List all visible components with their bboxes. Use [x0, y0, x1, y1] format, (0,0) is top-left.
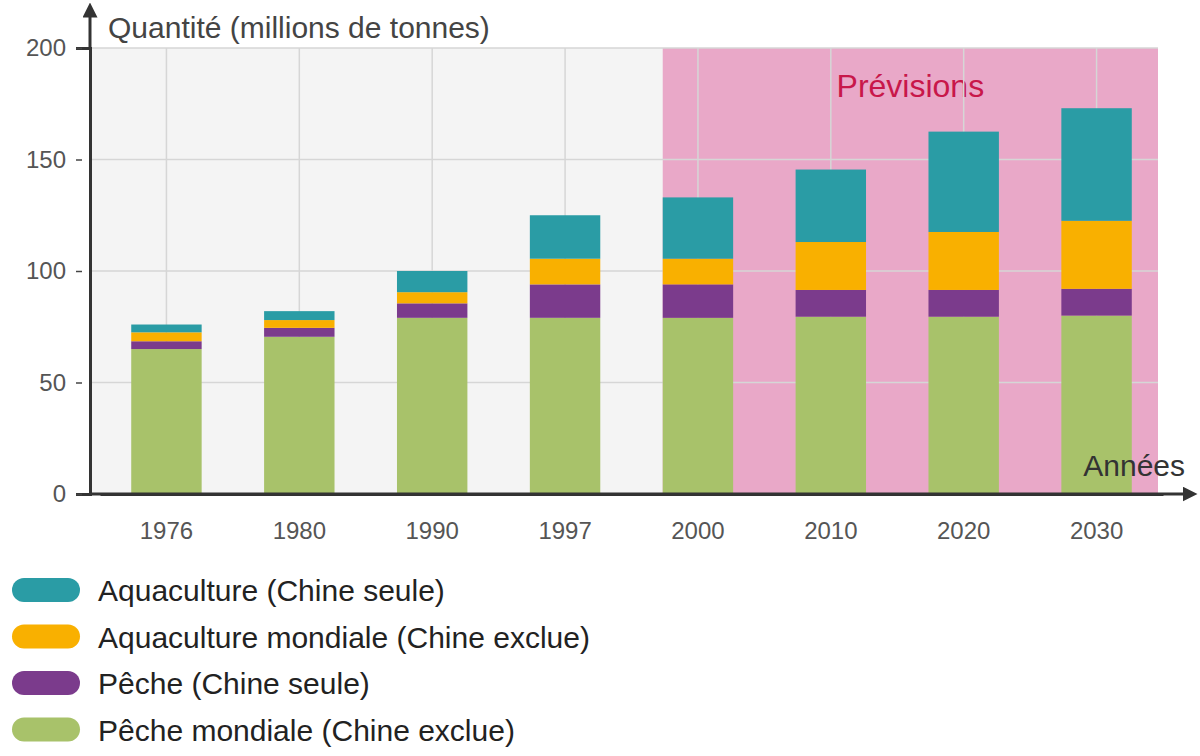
y-tick-mark	[76, 382, 82, 384]
y-tick: 100	[26, 257, 82, 284]
x-tick: 1990	[405, 494, 458, 544]
x-tick-label: 2010	[804, 517, 857, 544]
y-tick-label: 150	[26, 146, 66, 173]
bar-segment	[397, 292, 467, 303]
bar-segment	[397, 271, 467, 292]
y-tick-mark	[76, 48, 82, 50]
y-tick-mark	[76, 271, 82, 273]
y-axis: 0 50 100 150 200	[26, 34, 91, 507]
bar-segment	[530, 215, 600, 258]
x-tick: 2000	[671, 494, 724, 544]
bar-segment	[1061, 221, 1131, 289]
legend-label: Pêche mondiale (Chine exclue)	[98, 714, 515, 747]
bar-segment	[131, 341, 201, 349]
y-tick-mark	[76, 159, 82, 161]
x-tick-label: 2020	[937, 517, 990, 544]
bar-segment	[663, 318, 733, 494]
x-tick: 2020	[937, 494, 990, 544]
bar-segment	[928, 317, 998, 494]
y-axis-arrow	[89, 10, 92, 48]
x-tick: 2030	[1070, 494, 1123, 544]
bar-segment	[663, 197, 733, 258]
legend-swatch	[12, 718, 80, 742]
bar-segment	[530, 284, 600, 317]
x-tick-label: 2000	[671, 517, 724, 544]
legend: Aquaculture (Chine seule) Aquaculture mon…	[12, 574, 590, 747]
x-tick: 2010	[804, 494, 857, 544]
bar-segment	[397, 303, 467, 317]
x-axis: 1976 1980 1990 1997 2000 2010 2020 2030	[101, 494, 1164, 544]
bar-segment	[264, 311, 334, 320]
bar-segment	[663, 259, 733, 285]
y-tick: 150	[26, 146, 82, 173]
bar-segment	[530, 318, 600, 494]
legend-label: Aquaculture (Chine seule)	[98, 574, 445, 607]
y-tick-label: 0	[53, 480, 66, 507]
bars	[131, 108, 1132, 494]
y-grid-line	[90, 47, 1158, 49]
bar-segment	[928, 290, 998, 317]
bar-segment	[928, 232, 998, 290]
y-tick-label: 100	[26, 257, 66, 284]
bar-segment	[1061, 108, 1131, 221]
x-tick-label: 1990	[405, 517, 458, 544]
bar-segment	[796, 290, 866, 317]
plot-background	[90, 48, 1158, 494]
bar-segment	[131, 349, 201, 494]
legend-swatch	[12, 578, 80, 602]
legend-swatch	[12, 671, 80, 695]
y-tick: 200	[26, 34, 82, 61]
x-tick-label: 1976	[140, 517, 193, 544]
y-tick-label: 200	[26, 34, 66, 61]
series	[131, 108, 1132, 332]
bar-segment	[928, 132, 998, 232]
y-axis-title: Quantité (millions de tonnes)	[108, 11, 490, 44]
bar-segment	[663, 284, 733, 317]
bar-segment	[530, 259, 600, 285]
y-tick: 50	[39, 369, 82, 396]
x-axis-arrow	[90, 493, 1190, 496]
series	[131, 221, 1132, 341]
y-tick-label: 50	[39, 369, 66, 396]
bar-segment	[131, 332, 201, 341]
bar-segment	[397, 318, 467, 494]
bar-segment	[131, 325, 201, 333]
bar-segment	[796, 170, 866, 242]
bar-segment	[264, 320, 334, 328]
x-tick: 1976	[140, 494, 193, 544]
x-axis-title: Années	[1083, 449, 1185, 482]
bar-segment	[264, 328, 334, 337]
series	[131, 284, 1132, 349]
annotation-label: Prévisions	[837, 68, 985, 104]
legend-swatch	[12, 625, 80, 649]
legend-label: Pêche (Chine seule)	[98, 667, 370, 700]
x-tick-label: 1997	[538, 517, 591, 544]
x-tick: 1997	[538, 494, 591, 544]
bar-segment	[1061, 289, 1131, 316]
legend-label: Aquaculture mondiale (Chine exclue)	[98, 621, 590, 654]
x-tick-label: 1980	[273, 517, 326, 544]
series	[131, 316, 1132, 494]
bar-segment	[264, 337, 334, 494]
bar-segment	[796, 242, 866, 290]
grid	[90, 48, 1158, 494]
x-tick: 1980	[273, 494, 326, 544]
y-tick-mark	[76, 494, 82, 496]
y-tick: 0	[53, 480, 82, 507]
y-axis-line	[76, 49, 91, 495]
bar-segment	[796, 317, 866, 494]
x-tick-label: 2030	[1070, 517, 1123, 544]
chart: Prévisions 0 50 100 150 200 1976 1980 1990 1997 20…	[0, 0, 1200, 756]
